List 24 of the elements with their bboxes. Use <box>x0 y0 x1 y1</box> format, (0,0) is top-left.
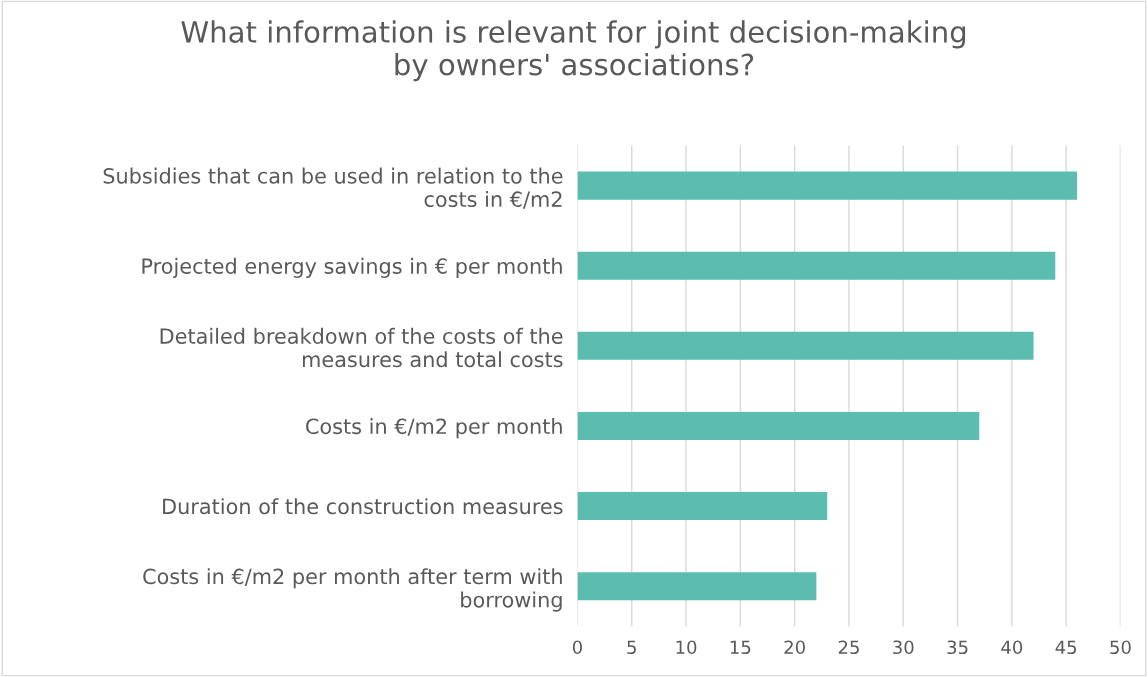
y-tick-label: Projected energy savings in € per month <box>142 257 562 278</box>
x-tick-label: 50 <box>1110 640 1131 655</box>
y-tick-label: Subsidies that can be used in relation to the costs in €/m2 <box>103 167 563 209</box>
y-tick-label: Costs in €/m2 per month after term with borrowing <box>143 568 562 612</box>
y-tick-label: Costs in €/m2 per month <box>306 418 562 439</box>
x-tick-label: 45 <box>1055 640 1077 655</box>
bar <box>577 251 1056 280</box>
bar <box>577 171 1078 200</box>
x-tick-label: 5 <box>627 640 636 655</box>
x-tick-label: 0 <box>572 640 582 655</box>
chart-title: What information is relevant for joint decision-making by owners' associations? <box>181 20 966 82</box>
y-tick-label: Detailed breakdown of the costs of the measures and total costs <box>160 327 563 368</box>
y-tick-label: Duration of the construction measures <box>163 498 563 515</box>
x-tick-label: 15 <box>730 640 751 655</box>
x-tick-label: 30 <box>893 640 914 655</box>
bar <box>577 331 1034 360</box>
x-tick-label: 20 <box>784 640 805 655</box>
bar <box>577 492 828 521</box>
x-tick-label: 35 <box>947 640 968 655</box>
x-tick-label: 40 <box>1001 640 1023 655</box>
bar <box>577 411 980 440</box>
bar <box>577 572 817 601</box>
x-tick-label: 10 <box>676 640 697 655</box>
x-tick-label: 25 <box>838 640 859 655</box>
